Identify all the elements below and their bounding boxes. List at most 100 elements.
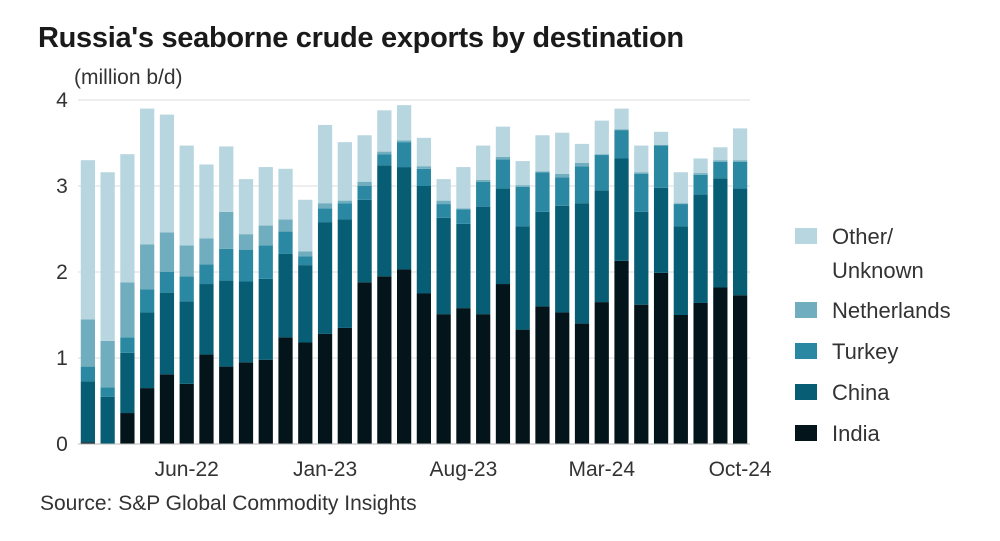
bar-segment-netherlands bbox=[258, 225, 273, 246]
bar-segment-india bbox=[397, 269, 412, 444]
bar-segment-india bbox=[515, 329, 530, 444]
bar-segment-other-unknown bbox=[199, 164, 214, 239]
y-tick-label: 4 bbox=[56, 89, 68, 112]
bar-segment-other-unknown bbox=[515, 161, 530, 186]
bar-segment-netherlands bbox=[535, 171, 550, 173]
bar-segment-china bbox=[357, 199, 372, 283]
bar-segment-other-unknown bbox=[614, 108, 629, 130]
bar-segment-india bbox=[673, 315, 688, 444]
bar-segment-turkey bbox=[397, 142, 412, 168]
bar-segment-india bbox=[120, 413, 135, 444]
bar-segment-turkey bbox=[120, 337, 135, 353]
bar-segment-netherlands bbox=[100, 340, 115, 388]
legend-swatch bbox=[795, 384, 817, 400]
bar-segment-netherlands bbox=[199, 238, 214, 265]
bar-segment-netherlands bbox=[337, 200, 352, 204]
bar-segment-netherlands bbox=[476, 179, 491, 182]
legend-label: Other/ bbox=[832, 224, 894, 249]
bar-segment-netherlands bbox=[278, 219, 293, 232]
bar-segment-netherlands bbox=[614, 129, 629, 131]
bar-segment-other-unknown bbox=[594, 120, 609, 155]
bar-segment-other-unknown bbox=[357, 135, 372, 182]
bar-segment-netherlands bbox=[495, 156, 511, 160]
bar-segment-other-unknown bbox=[179, 145, 194, 246]
bar-segment-netherlands bbox=[80, 319, 95, 367]
legend-label: Unknown bbox=[832, 258, 924, 283]
bar-segment-china bbox=[140, 312, 155, 389]
bar-segment-netherlands bbox=[120, 282, 135, 338]
bar-segment-turkey bbox=[337, 203, 352, 220]
x-tick-label: Jun-22 bbox=[155, 458, 219, 481]
bar-segment-turkey bbox=[733, 161, 748, 189]
bar-segment-china bbox=[317, 222, 333, 334]
bar-segment-netherlands bbox=[436, 200, 451, 205]
source-note: Source: S&P Global Commodity Insights bbox=[40, 492, 417, 515]
bar-segment-netherlands bbox=[298, 251, 313, 257]
bar-segment-india bbox=[713, 287, 728, 444]
bar-segment-other-unknown bbox=[120, 154, 135, 283]
bar-segment-other-unknown bbox=[80, 160, 95, 320]
bar-segment-turkey bbox=[713, 161, 728, 179]
bar-segment-turkey bbox=[555, 177, 570, 206]
bar-segment-india bbox=[476, 314, 491, 444]
bar-segment-other-unknown bbox=[574, 143, 590, 163]
bar-segment-turkey bbox=[495, 159, 511, 189]
bar-segment-other-unknown bbox=[337, 142, 352, 201]
bar-segment-india bbox=[377, 276, 392, 444]
bar-segment-turkey bbox=[199, 264, 214, 285]
bar-segment-netherlands bbox=[733, 160, 748, 162]
bar-segment-netherlands bbox=[179, 245, 194, 277]
bar-segment-netherlands bbox=[317, 203, 333, 209]
bar-segment-china bbox=[693, 194, 708, 303]
bar-segment-netherlands bbox=[159, 232, 175, 272]
bar-segment-other-unknown bbox=[159, 114, 175, 233]
bar-segment-china bbox=[377, 165, 392, 277]
bar-segment-other-unknown bbox=[377, 110, 392, 152]
bar-segment-turkey bbox=[80, 366, 95, 382]
y-tick-label: 1 bbox=[56, 347, 68, 370]
bar-segment-netherlands bbox=[357, 181, 372, 186]
bar-segment-netherlands bbox=[594, 154, 609, 156]
bar-segment-china bbox=[416, 186, 431, 294]
bar-segment-china bbox=[80, 381, 95, 443]
bar-segment-china bbox=[495, 188, 511, 285]
bar-segment-turkey bbox=[258, 245, 273, 279]
y-tick-label: 0 bbox=[56, 433, 68, 456]
y-tick-label: 3 bbox=[56, 175, 68, 198]
bar-segment-netherlands bbox=[397, 140, 412, 143]
bar-segment-turkey bbox=[416, 168, 431, 186]
bar-segment-other-unknown bbox=[238, 179, 254, 235]
bar-segment-india bbox=[317, 333, 333, 444]
bar-segment-china bbox=[574, 203, 590, 324]
bar-segment-netherlands bbox=[140, 244, 155, 290]
bar-segment-netherlands bbox=[515, 185, 530, 187]
bar-segment-netherlands bbox=[574, 162, 590, 167]
bar-segment-china bbox=[120, 352, 135, 414]
bar-segment-turkey bbox=[179, 276, 194, 302]
bar-segment-china bbox=[337, 219, 352, 328]
bar-segment-turkey bbox=[476, 181, 491, 207]
bar-segment-india bbox=[594, 302, 609, 444]
legend-swatch bbox=[795, 425, 817, 441]
bar-segment-india bbox=[337, 327, 352, 444]
bar-segment-china bbox=[515, 226, 530, 330]
bar-segment-india bbox=[219, 366, 234, 444]
bar-segment-turkey bbox=[159, 272, 175, 293]
bar-segment-other-unknown bbox=[693, 158, 708, 174]
bar-segment-turkey bbox=[298, 256, 313, 266]
bar-segment-turkey bbox=[614, 130, 629, 159]
bar-segment-india bbox=[693, 302, 708, 444]
legend-label: China bbox=[832, 380, 890, 405]
bar-segment-india bbox=[278, 337, 293, 444]
bar-segment-netherlands bbox=[456, 208, 471, 210]
y-axis-unit-label: (million b/d) bbox=[74, 66, 183, 89]
bar-segment-other-unknown bbox=[476, 145, 491, 180]
bar-segment-india bbox=[298, 342, 313, 444]
bar-segment-china bbox=[713, 178, 728, 288]
bar-segment-netherlands bbox=[219, 211, 234, 249]
bar-segment-other-unknown bbox=[298, 199, 313, 252]
bar-segment-china bbox=[219, 280, 234, 367]
bar-segment-turkey bbox=[653, 145, 669, 188]
bar-segment-china bbox=[278, 253, 293, 338]
